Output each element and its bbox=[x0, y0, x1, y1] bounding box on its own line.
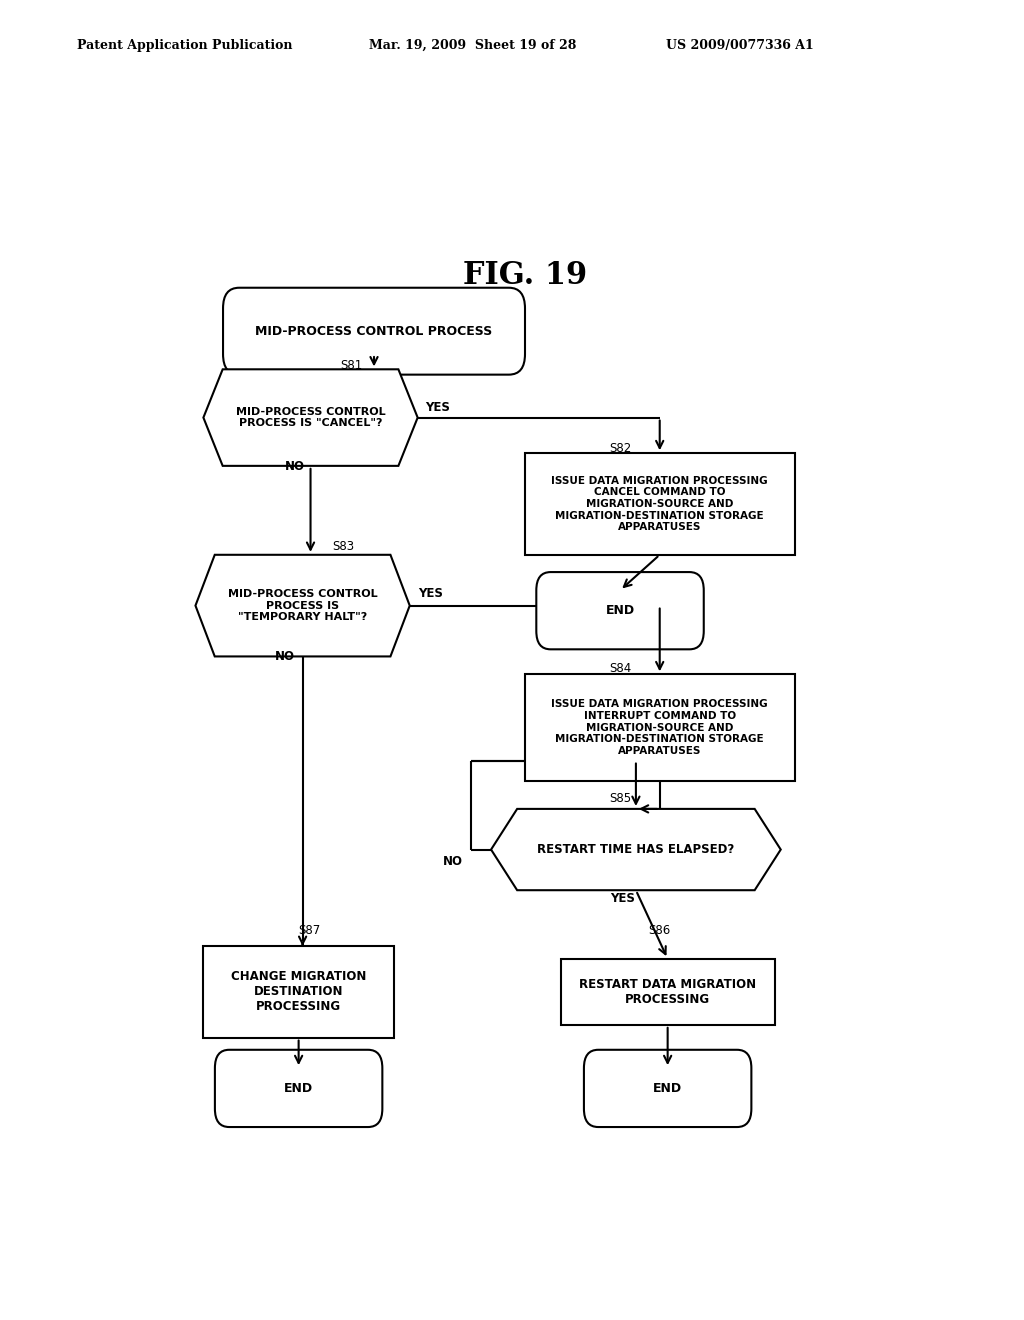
Text: RESTART DATA MIGRATION
PROCESSING: RESTART DATA MIGRATION PROCESSING bbox=[580, 978, 756, 1006]
Polygon shape bbox=[204, 370, 418, 466]
Bar bbox=[560, 958, 775, 1024]
Text: MID-PROCESS CONTROL
PROCESS IS
"TEMPORARY HALT"?: MID-PROCESS CONTROL PROCESS IS "TEMPORAR… bbox=[227, 589, 378, 622]
Text: MID-PROCESS CONTROL
PROCESS IS "CANCEL"?: MID-PROCESS CONTROL PROCESS IS "CANCEL"? bbox=[236, 407, 385, 429]
Text: S82: S82 bbox=[609, 442, 632, 454]
Text: NO: NO bbox=[274, 649, 295, 663]
Polygon shape bbox=[492, 809, 780, 890]
Text: ISSUE DATA MIGRATION PROCESSING
CANCEL COMMAND TO
MIGRATION-SOURCE AND
MIGRATION: ISSUE DATA MIGRATION PROCESSING CANCEL C… bbox=[551, 475, 768, 532]
Text: US 2009/0077336 A1: US 2009/0077336 A1 bbox=[666, 38, 813, 51]
Text: S81: S81 bbox=[341, 359, 362, 372]
Text: YES: YES bbox=[426, 401, 451, 414]
Text: RESTART TIME HAS ELAPSED?: RESTART TIME HAS ELAPSED? bbox=[538, 843, 734, 857]
Text: Patent Application Publication: Patent Application Publication bbox=[77, 38, 292, 51]
Text: S87: S87 bbox=[299, 924, 321, 937]
Text: NO: NO bbox=[443, 855, 463, 869]
Text: ISSUE DATA MIGRATION PROCESSING
INTERRUPT COMMAND TO
MIGRATION-SOURCE AND
MIGRAT: ISSUE DATA MIGRATION PROCESSING INTERRUP… bbox=[551, 700, 768, 756]
Text: YES: YES bbox=[609, 892, 635, 904]
FancyBboxPatch shape bbox=[223, 288, 525, 375]
Bar bbox=[524, 453, 795, 554]
Polygon shape bbox=[196, 554, 410, 656]
Text: S86: S86 bbox=[648, 924, 670, 937]
Text: Mar. 19, 2009  Sheet 19 of 28: Mar. 19, 2009 Sheet 19 of 28 bbox=[369, 38, 577, 51]
Text: END: END bbox=[284, 1082, 313, 1094]
Text: S85: S85 bbox=[609, 792, 632, 805]
Text: S83: S83 bbox=[333, 540, 355, 553]
Text: CHANGE MIGRATION
DESTINATION
PROCESSING: CHANGE MIGRATION DESTINATION PROCESSING bbox=[231, 970, 367, 1014]
FancyBboxPatch shape bbox=[215, 1049, 382, 1127]
Text: END: END bbox=[653, 1082, 682, 1094]
Text: YES: YES bbox=[418, 587, 442, 599]
Bar bbox=[204, 946, 394, 1038]
Bar bbox=[524, 675, 795, 781]
Text: NO: NO bbox=[285, 459, 305, 473]
Text: MID-PROCESS CONTROL PROCESS: MID-PROCESS CONTROL PROCESS bbox=[255, 325, 493, 338]
Text: FIG. 19: FIG. 19 bbox=[463, 260, 587, 290]
Text: S84: S84 bbox=[609, 663, 632, 675]
FancyBboxPatch shape bbox=[537, 572, 703, 649]
Text: END: END bbox=[605, 605, 635, 618]
FancyBboxPatch shape bbox=[584, 1049, 752, 1127]
